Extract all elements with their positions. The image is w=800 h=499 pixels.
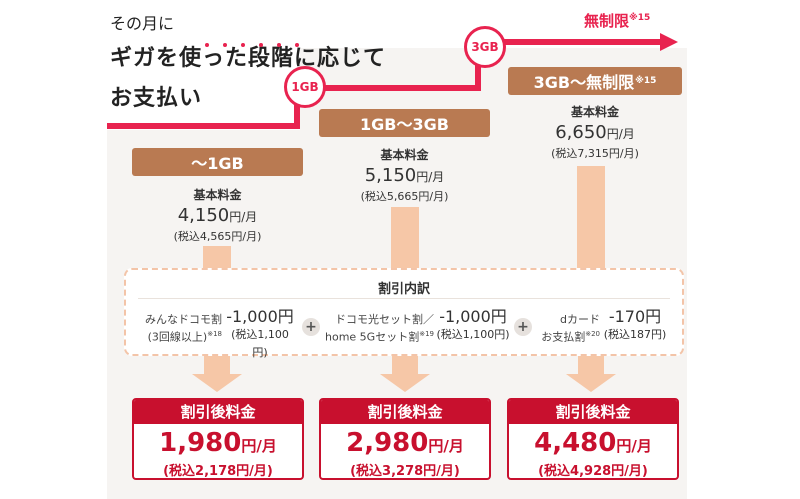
unlimited-text: 無制限 <box>584 12 630 30</box>
discount-item-1-line2: (3回線以上) <box>147 330 208 344</box>
result-heading: 割引後料金 <box>509 400 677 424</box>
base-fee-unit: 円/月 <box>229 210 258 224</box>
discount-item-3-line1: dカード <box>560 313 600 326</box>
discount-item-2-amount: -1,000円 (税込1,100円) <box>436 308 510 344</box>
arrow-down-icon <box>192 374 242 392</box>
discount-item-2-value: -1,000円 <box>439 307 507 326</box>
result-box-3: 割引後料金 4,480円/月 (税込4,928円/月) <box>507 398 679 480</box>
discount-item-3-line2: お支払割 <box>541 330 586 344</box>
base-fee-label: 基本料金 <box>380 148 429 162</box>
result-box-2: 割引後料金 2,980円/月 (税込3,278円/月) <box>319 398 491 480</box>
tier-price-3: 基本料金 6,650円/月 (税込7,315円/月) <box>508 103 682 161</box>
discount-item-1-label: みんなドコモ割 (3回線以上)※18 <box>132 312 222 345</box>
base-fee-tax: (税込7,315円/月) <box>551 147 639 160</box>
result-tax: (税込4,928円/月) <box>538 464 648 479</box>
tier-price-2: 基本料金 5,150円/月 (税込5,665円/月) <box>319 146 490 204</box>
base-fee-tax: (税込5,665円/月) <box>360 190 449 203</box>
base-fee-unit: 円/月 <box>606 127 635 141</box>
arrow-down-icon <box>204 356 230 374</box>
result-box-1: 割引後料金 1,980円/月 (税込2,178円/月) <box>132 398 304 480</box>
title-area-background <box>0 0 300 130</box>
tier-label-3: 3GB～無制限 ※15 <box>508 67 682 95</box>
arrow-down-icon <box>566 374 616 392</box>
discount-item-2-note: ※19 <box>419 330 434 338</box>
arrow-down-icon <box>578 356 604 374</box>
result-amount: 2,980 <box>346 428 429 458</box>
base-fee-amount: 4,150 <box>177 205 230 226</box>
result-unit: 円/月 <box>241 437 277 455</box>
result-tax: (税込3,278円/月) <box>350 464 460 479</box>
arrow-down-icon <box>380 374 430 392</box>
discount-item-3-tax: (税込187円) <box>603 328 667 341</box>
discount-item-2-label: ドコモ光セット割／ home 5Gセット割※19 <box>322 312 434 345</box>
tier-bar-2 <box>391 207 419 268</box>
base-fee-label: 基本料金 <box>193 188 242 202</box>
base-fee-tax: (税込4,565円/月) <box>173 230 262 243</box>
emphasis-dots <box>205 32 345 47</box>
result-heading: 割引後料金 <box>134 400 302 424</box>
discount-item-3-amount: -170円 (税込187円) <box>602 308 668 344</box>
marker-3gb: 3GB <box>464 26 506 68</box>
result-unit: 円/月 <box>428 437 464 455</box>
base-fee-amount: 5,150 <box>364 165 417 186</box>
discount-breakdown-box <box>124 268 684 356</box>
tier-label-1: ～1GB <box>132 148 303 176</box>
arrow-down-icon <box>392 356 418 374</box>
tier-label-2: 1GB～3GB <box>319 109 490 137</box>
result-tax: (税込2,178円/月) <box>163 464 273 479</box>
discount-item-1-value: -1,000円 <box>226 307 294 326</box>
tier-label-1-text: ～1GB <box>191 154 244 173</box>
headline-line2: ギガを使った段階に応じて <box>110 46 387 71</box>
discount-item-1-line1: みんなドコモ割 <box>145 313 222 326</box>
discount-divider <box>138 298 670 299</box>
discount-item-3-note: ※20 <box>585 330 600 338</box>
tier-label-3-note: ※15 <box>635 76 657 86</box>
tier-bar-1 <box>203 246 231 268</box>
discount-item-1-note: ※18 <box>207 330 222 338</box>
discount-title: 割引内訳 <box>377 282 430 297</box>
result-amount: 4,480 <box>534 428 617 458</box>
result-unit: 円/月 <box>616 437 652 455</box>
headline-line3: お支払い <box>110 86 203 111</box>
plus-icon: + <box>302 318 320 336</box>
unlimited-label: 無制限※15 <box>584 10 650 31</box>
tier-bar-3 <box>577 166 605 268</box>
tier-label-3-text: 3GB～無制限 <box>533 73 635 92</box>
headline: その月に ギガを使った段階に応じて お支払い <box>110 10 386 112</box>
marker-1gb: 1GB <box>284 66 326 108</box>
headline-line1: その月に <box>110 14 175 33</box>
base-fee-unit: 円/月 <box>416 170 445 184</box>
discount-item-2-tax: (税込1,100円) <box>436 328 510 341</box>
result-heading: 割引後料金 <box>321 400 489 424</box>
discount-item-3-label: dカード お支払割※20 <box>534 312 600 345</box>
plus-icon: + <box>514 318 532 336</box>
tier-label-2-text: 1GB～3GB <box>360 115 449 134</box>
unlimited-note: ※15 <box>629 13 651 23</box>
result-amount: 1,980 <box>159 428 242 458</box>
tier-price-1: 基本料金 4,150円/月 (税込4,565円/月) <box>132 186 303 244</box>
discount-item-2-line1: ドコモ光セット割／ <box>335 313 434 326</box>
discount-item-1-tax: (税込1,100円) <box>231 328 289 359</box>
discount-item-2-line2: home 5Gセット割 <box>325 330 420 344</box>
discount-item-3-value: -170円 <box>608 307 662 326</box>
base-fee-amount: 6,650 <box>555 122 607 143</box>
base-fee-label: 基本料金 <box>570 105 619 119</box>
discount-item-1-amount: -1,000円 (税込1,100円) <box>224 308 296 362</box>
